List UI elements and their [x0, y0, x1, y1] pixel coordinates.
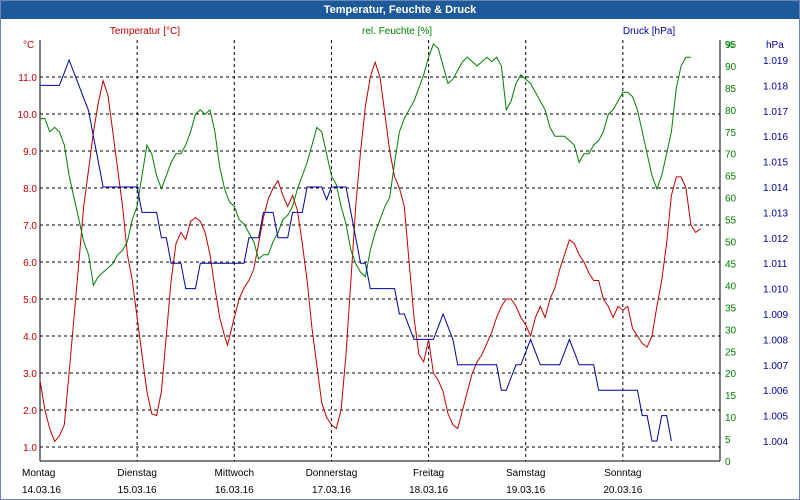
tick-labels: 1.0 2.0 3.0 4.0 5.0 6.0 7.0 8.0 9.0 10.0 11.0 0 5 10 1… — [18, 40, 789, 496]
x-tick-day: Samstag — [506, 468, 545, 479]
right-tick-label: 1.007 — [763, 361, 788, 372]
left-axis-unit: °C — [23, 40, 34, 51]
left-tick-label: 3.0 — [23, 369, 37, 380]
left-tick-label: 2.0 — [23, 406, 37, 417]
series-line-middle — [40, 43, 691, 287]
left-tick-label: 5.0 — [23, 295, 37, 306]
grid-lines — [40, 40, 720, 461]
middle-tick-label: 65 — [725, 172, 737, 183]
middle-tick-label: 90 — [725, 62, 737, 73]
middle-tick-label: 80 — [725, 106, 737, 117]
middle-tick-label: 85 — [725, 84, 737, 95]
middle-tick-label: 70 — [725, 150, 737, 161]
middle-tick-label: 25 — [725, 347, 737, 358]
middle-tick-label: 15 — [725, 391, 737, 402]
right-tick-label: 1.005 — [763, 412, 788, 423]
left-tick-label: 8.0 — [23, 184, 37, 195]
right-tick-label: 1.014 — [763, 183, 788, 194]
middle-tick-label: 10 — [725, 413, 737, 424]
left-tick-label: 7.0 — [23, 221, 37, 232]
series-line-right — [40, 58, 672, 442]
series-group — [39, 43, 701, 443]
right-tick-label: 1.019 — [763, 56, 788, 67]
middle-tick-label: 5 — [725, 435, 731, 446]
middle-tick-label: 50 — [725, 238, 737, 249]
right-tick-label: 1.015 — [763, 158, 788, 169]
right-axis-unit: hPa — [766, 40, 784, 51]
middle-tick-label: 60 — [725, 194, 737, 205]
middle-tick-label: 45 — [725, 259, 737, 270]
x-tick-day: Dienstag — [117, 468, 156, 479]
axis-titles: °C Temperatur [°C] % rel. Feuchte [%] hP… — [23, 26, 784, 51]
x-tick-date: 20.03.16 — [603, 485, 642, 496]
x-tick-day: Freitag — [413, 468, 444, 479]
middle-axis-label: rel. Feuchte [%] — [362, 26, 432, 37]
left-tick-label: 10.0 — [18, 110, 38, 121]
right-tick-label: 1.017 — [763, 107, 788, 118]
x-tick-day: Mittwoch — [215, 468, 254, 479]
x-tick-day: Sonntag — [604, 468, 641, 479]
x-tick-date: 14.03.16 — [22, 485, 61, 496]
right-tick-label: 1.013 — [763, 208, 788, 219]
plot-frame — [39, 40, 721, 462]
middle-tick-label: 35 — [725, 303, 737, 314]
x-tick-date: 19.03.16 — [506, 485, 545, 496]
right-axis-label: Druck [hPa] — [623, 26, 675, 37]
right-tick-label: 1.016 — [763, 132, 788, 143]
left-tick-label: 1.0 — [23, 443, 37, 454]
right-tick-label: 1.011 — [763, 259, 788, 270]
middle-tick-label: 30 — [725, 325, 737, 336]
middle-tick-label: 40 — [725, 281, 737, 292]
left-axis-label: Temperatur [°C] — [110, 26, 180, 37]
right-tick-label: 1.004 — [763, 437, 788, 448]
left-tick-label: 6.0 — [23, 258, 37, 269]
right-tick-label: 1.006 — [763, 386, 788, 397]
right-tick-label: 1.012 — [763, 234, 788, 245]
series-line-left — [39, 60, 701, 443]
left-tick-label: 9.0 — [23, 147, 37, 158]
x-tick-date: 17.03.16 — [312, 485, 351, 496]
middle-tick-label: 0 — [725, 457, 731, 468]
right-tick-label: 1.010 — [763, 285, 788, 296]
middle-tick-label: 95 — [725, 40, 737, 51]
middle-tick-label: 75 — [725, 128, 737, 139]
middle-tick-label: 55 — [725, 216, 737, 227]
right-tick-label: 1.018 — [763, 81, 788, 92]
middle-axis-unit: % — [725, 40, 734, 51]
x-tick-day: Montag — [22, 468, 55, 479]
right-tick-label: 1.008 — [763, 335, 788, 346]
x-tick-date: 16.03.16 — [215, 485, 254, 496]
left-tick-label: 11.0 — [18, 73, 37, 84]
right-tick-label: 1.009 — [763, 310, 788, 321]
x-tick-day: Donnerstag — [306, 468, 358, 479]
window-title: Temperatur, Feuchte & Druck — [1, 1, 799, 19]
x-tick-date: 18.03.16 — [409, 485, 448, 496]
left-tick-label: 4.0 — [23, 332, 37, 343]
x-tick-date: 15.03.16 — [118, 485, 157, 496]
middle-tick-label: 20 — [725, 369, 737, 380]
